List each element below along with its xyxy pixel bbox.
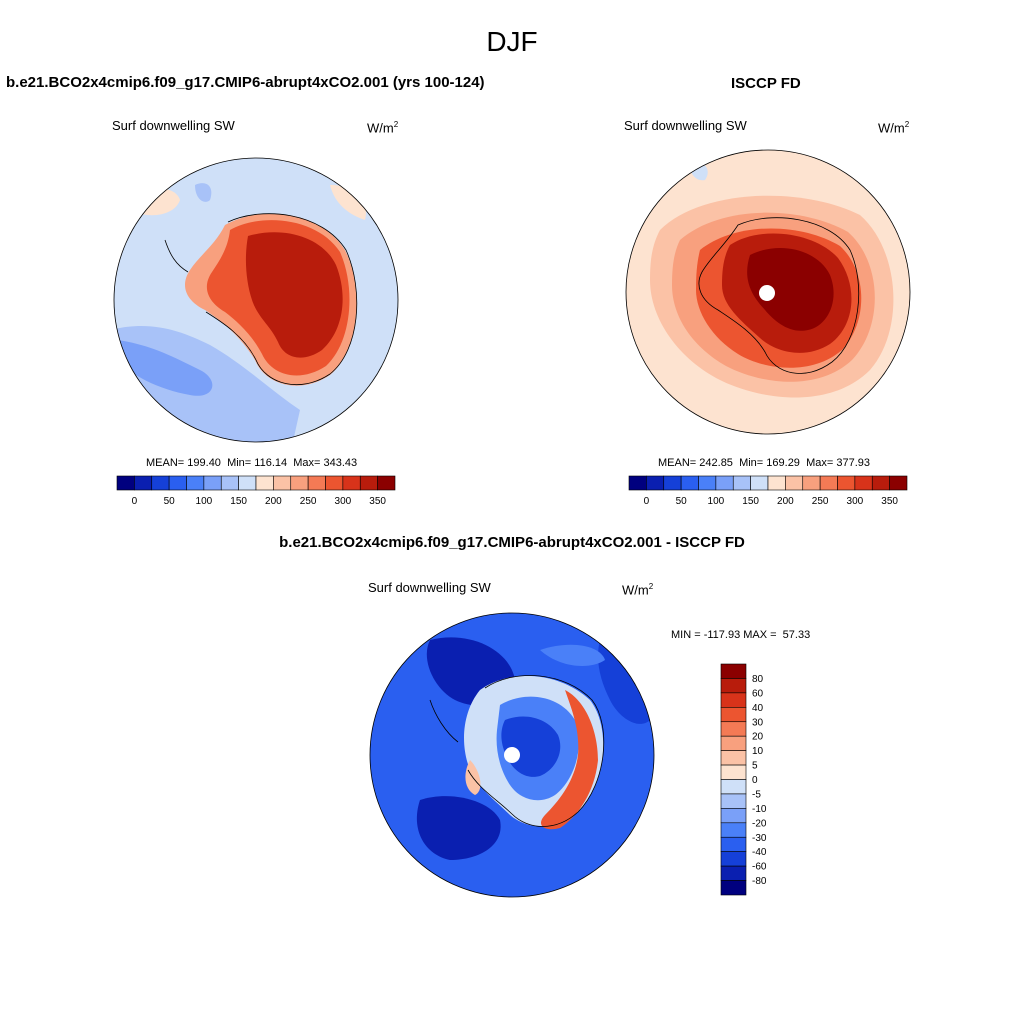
colorbar-tick-label: -5 xyxy=(752,789,761,800)
colorbar-panel1: 0 50 100 150 200 250 300 350 xyxy=(116,475,396,507)
colorbar-swatch xyxy=(342,475,361,491)
colorbar-swatch xyxy=(720,750,747,766)
colorbar-tick-label: 0 xyxy=(132,496,138,507)
panel3-variable-label: Surf downwelling SW xyxy=(368,580,491,595)
colorbar-swatch xyxy=(785,475,804,491)
colorbar-swatch xyxy=(720,851,747,867)
colorbar-tick-label: 150 xyxy=(230,496,247,507)
colorbar-swatch xyxy=(819,475,838,491)
colorbar-tick-label: 10 xyxy=(752,746,764,757)
colorbar-tick-label: 0 xyxy=(752,775,758,786)
colorbar-tick-label: -20 xyxy=(752,818,767,829)
panel2-variable-label: Surf downwelling SW xyxy=(624,118,747,133)
colorbar-tick-label: 150 xyxy=(742,496,759,507)
colorbar-tick-label: 20 xyxy=(752,732,764,743)
colorbar-swatch xyxy=(720,678,747,694)
colorbar-tick-label: 30 xyxy=(752,717,764,728)
colorbar-tick-label: -40 xyxy=(752,847,767,858)
colorbar-tick-label: 200 xyxy=(777,496,794,507)
colorbar-swatch xyxy=(715,475,734,491)
colorbar-tick-label: -80 xyxy=(752,876,767,887)
colorbar-tick-label: 300 xyxy=(847,496,864,507)
colorbar-tick-label: 50 xyxy=(676,496,688,507)
colorbar-panel3: 80 60 40 30 20 10 5 0 -5 -10 -20 -30 -40 -60 -80 xyxy=(720,663,767,896)
colorbar-swatch xyxy=(720,764,747,780)
colorbar-swatch xyxy=(698,475,717,491)
colorbar-swatch xyxy=(837,475,856,491)
colorbar-tick-label: 100 xyxy=(196,496,213,507)
panel1-title: b.e21.BCO2x4cmip6.f09_g17.CMIP6-abrupt4x… xyxy=(6,74,485,91)
colorbar-swatch xyxy=(720,779,747,795)
colorbar-swatch xyxy=(377,475,396,491)
colorbar-swatch xyxy=(750,475,769,491)
colorbar-tick-label: 250 xyxy=(812,496,829,507)
colorbar-swatch xyxy=(151,475,170,491)
colorbar-tick-label: 40 xyxy=(752,703,764,714)
panel2-stats: MEAN= 242.85 Min= 169.29 Max= 377.93 xyxy=(658,457,870,469)
colorbar-swatch xyxy=(720,692,747,708)
colorbar-panel2: 0 50 100 150 200 250 300 350 xyxy=(628,475,908,507)
colorbar-swatch xyxy=(359,475,378,491)
colorbar-swatch xyxy=(854,475,873,491)
colorbar-swatch xyxy=(628,475,647,491)
colorbar-swatch xyxy=(732,475,751,491)
panel1-unit-label: W/m2 xyxy=(367,120,399,136)
panel3-unit-label: W/m2 xyxy=(622,582,654,598)
colorbar-tick-label: 250 xyxy=(300,496,317,507)
map-panel3 xyxy=(369,612,655,898)
colorbar-tick-label: -30 xyxy=(752,833,767,844)
colorbar-swatch xyxy=(220,475,239,491)
colorbar-swatch xyxy=(255,475,274,491)
map-panel2 xyxy=(625,149,911,435)
colorbar-swatch xyxy=(116,475,135,491)
colorbar-swatch xyxy=(663,475,682,491)
colorbar-tick-label: 50 xyxy=(164,496,176,507)
colorbar-swatch xyxy=(134,475,153,491)
colorbar-swatch xyxy=(680,475,699,491)
colorbar-swatch xyxy=(720,735,747,751)
colorbar-tick-label: 200 xyxy=(265,496,282,507)
colorbar-tick-label: 350 xyxy=(369,496,386,507)
panel2-unit-label: W/m2 xyxy=(878,120,910,136)
colorbar-swatch xyxy=(889,475,908,491)
colorbar-swatch xyxy=(325,475,344,491)
colorbar-swatch xyxy=(290,475,309,491)
colorbar-tick-label: 0 xyxy=(644,496,650,507)
colorbar-swatch xyxy=(203,475,222,491)
colorbar-swatch xyxy=(720,822,747,838)
panel3-minmax-stats: MIN = -117.93 MAX = 57.33 xyxy=(671,629,811,641)
colorbar-swatch xyxy=(186,475,205,491)
colorbar-swatch xyxy=(871,475,890,491)
colorbar-swatch xyxy=(802,475,821,491)
colorbar-swatch xyxy=(238,475,257,491)
colorbar-tick-label: 60 xyxy=(752,688,764,699)
colorbar-tick-label: 100 xyxy=(708,496,725,507)
colorbar-swatch xyxy=(273,475,292,491)
panel1-variable-label: Surf downwelling SW xyxy=(112,118,235,133)
colorbar-swatch xyxy=(720,663,747,679)
colorbar-swatch xyxy=(720,880,747,896)
panel3-title: b.e21.BCO2x4cmip6.f09_g17.CMIP6-abrupt4x… xyxy=(279,534,745,551)
colorbar-tick-label: 300 xyxy=(335,496,352,507)
panel1-stats: MEAN= 199.40 Min= 116.14 Max= 343.43 xyxy=(146,457,358,469)
colorbar-tick-label: 80 xyxy=(752,674,764,685)
panel2-title: ISCCP FD xyxy=(731,75,801,92)
colorbar-swatch xyxy=(720,808,747,824)
colorbar-swatch xyxy=(720,836,747,852)
colorbar-tick-label: -10 xyxy=(752,804,767,815)
map-panel1 xyxy=(113,157,399,443)
main-title: DJF xyxy=(486,26,538,57)
colorbar-swatch xyxy=(720,721,747,737)
colorbar-swatch xyxy=(720,865,747,881)
colorbar-swatch xyxy=(767,475,786,491)
colorbar-swatch xyxy=(168,475,187,491)
colorbar-tick-label: 350 xyxy=(881,496,898,507)
colorbar-swatch xyxy=(646,475,665,491)
colorbar-swatch xyxy=(720,707,747,723)
colorbar-swatch xyxy=(307,475,326,491)
colorbar-tick-label: 5 xyxy=(752,761,758,772)
colorbar-tick-label: -60 xyxy=(752,862,767,873)
colorbar-swatch xyxy=(720,793,747,809)
